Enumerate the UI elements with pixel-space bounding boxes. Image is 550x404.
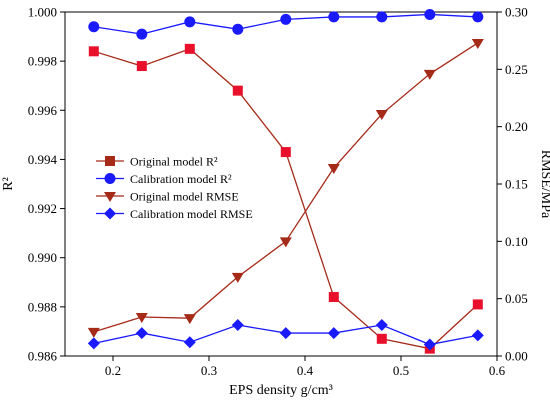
data-point-calibration-r2 bbox=[472, 11, 484, 23]
series-layer bbox=[87, 8, 484, 354]
left-tick-label: 0.994 bbox=[28, 152, 58, 167]
data-point-original-rmse bbox=[183, 314, 196, 325]
left-tick-label: 0.986 bbox=[28, 349, 58, 364]
legend-label-original-r2: Original model R² bbox=[130, 155, 218, 169]
series-original-rmse bbox=[87, 38, 484, 338]
data-point-calibration-rmse bbox=[423, 338, 436, 351]
x-axis-ticks: 0.2 0.3 0.4 0.5 0.6 bbox=[105, 356, 506, 378]
data-point-original-r2 bbox=[136, 61, 147, 72]
x-tick-label: 0.3 bbox=[201, 363, 217, 378]
data-point-original-rmse bbox=[87, 327, 100, 338]
data-point-original-r2 bbox=[88, 46, 99, 57]
x-tick-label: 0.5 bbox=[393, 363, 409, 378]
data-point-calibration-rmse bbox=[231, 319, 244, 332]
series-calibration-r2 bbox=[88, 8, 484, 40]
data-point-calibration-rmse bbox=[471, 329, 484, 342]
data-point-original-rmse bbox=[327, 163, 340, 174]
right-tick-label: 0.15 bbox=[505, 177, 528, 192]
data-point-original-r2 bbox=[472, 299, 483, 310]
legend: Original model R² Calibration model R² Ori… bbox=[96, 155, 253, 221]
legend-marker bbox=[104, 192, 116, 202]
left-axis-ticks: 0.986 0.988 0.990 0.992 0.994 0.996 0.998 1.000 bbox=[28, 5, 65, 364]
legend-label-calibration-r2: Calibration model R² bbox=[130, 172, 232, 186]
data-point-original-rmse bbox=[279, 237, 292, 248]
series-calibration-rmse bbox=[87, 319, 484, 351]
data-point-calibration-r2 bbox=[376, 11, 388, 23]
right-tick-label: 0.25 bbox=[505, 62, 528, 77]
left-tick-label: 0.998 bbox=[28, 54, 57, 69]
x-tick-label: 0.6 bbox=[489, 363, 506, 378]
data-point-calibration-r2 bbox=[88, 21, 100, 33]
data-point-calibration-r2 bbox=[424, 8, 436, 20]
data-point-original-r2 bbox=[232, 85, 243, 96]
data-point-original-rmse bbox=[231, 272, 244, 283]
data-point-original-rmse bbox=[471, 38, 484, 49]
data-point-original-rmse bbox=[135, 313, 148, 324]
x-axis-label: EPS density g/cm³ bbox=[229, 383, 333, 398]
data-point-calibration-rmse bbox=[327, 327, 340, 340]
data-point-calibration-rmse bbox=[135, 327, 148, 340]
data-point-original-r2 bbox=[280, 147, 291, 158]
right-tick-label: 0.10 bbox=[505, 234, 528, 249]
legend-marker bbox=[105, 156, 115, 166]
data-point-calibration-r2 bbox=[184, 16, 196, 28]
data-point-original-r2 bbox=[328, 292, 339, 303]
left-tick-label: 0.988 bbox=[28, 299, 57, 314]
right-tick-label: 0.20 bbox=[505, 119, 528, 134]
left-axis-label: R² bbox=[1, 177, 16, 191]
left-tick-label: 0.992 bbox=[28, 201, 57, 216]
legend-label-calibration-rmse: Calibration model RMSE bbox=[130, 207, 253, 221]
left-tick-label: 0.990 bbox=[28, 250, 57, 265]
series-original-r2 bbox=[88, 43, 483, 354]
legend-label-original-rmse: Original model RMSE bbox=[130, 190, 239, 204]
data-point-calibration-rmse bbox=[87, 337, 100, 350]
legend-marker bbox=[104, 173, 116, 184]
right-tick-label: 0.05 bbox=[505, 291, 528, 306]
left-tick-label: 0.996 bbox=[28, 103, 58, 118]
right-axis-label: RMSE/MPa bbox=[538, 150, 550, 219]
data-point-calibration-r2 bbox=[280, 13, 292, 25]
data-point-calibration-rmse bbox=[183, 336, 196, 349]
right-tick-label: 0.30 bbox=[505, 5, 528, 20]
data-point-calibration-r2 bbox=[136, 28, 148, 40]
data-point-calibration-rmse bbox=[279, 327, 292, 340]
x-tick-label: 0.2 bbox=[105, 363, 121, 378]
data-point-calibration-rmse bbox=[375, 319, 388, 332]
data-point-original-rmse bbox=[375, 110, 388, 121]
data-point-original-r2 bbox=[184, 43, 195, 54]
data-point-original-rmse bbox=[423, 69, 436, 80]
left-tick-label: 1.000 bbox=[28, 5, 57, 20]
data-point-calibration-r2 bbox=[328, 11, 340, 23]
x-tick-label: 0.4 bbox=[297, 363, 314, 378]
right-axis-ticks: 0.00 0.05 0.10 0.15 0.20 0.25 0.30 bbox=[497, 5, 528, 364]
data-point-original-r2 bbox=[376, 333, 387, 344]
data-point-calibration-r2 bbox=[232, 23, 244, 35]
legend-marker bbox=[104, 207, 116, 220]
right-tick-label: 0.00 bbox=[505, 349, 528, 364]
